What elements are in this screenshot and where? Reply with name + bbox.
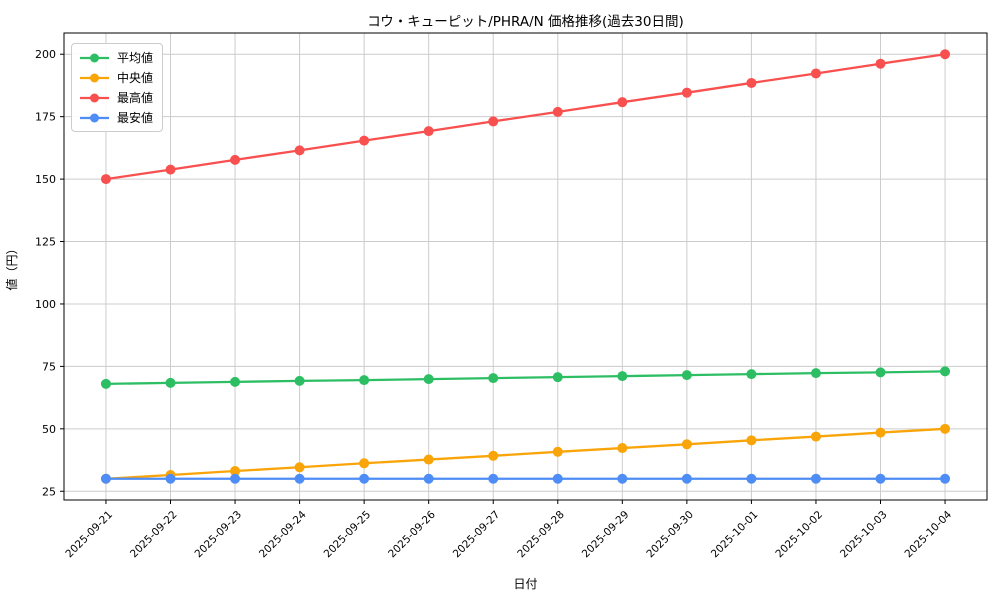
data-point-lowest (940, 473, 951, 484)
data-point-highest (552, 106, 563, 117)
data-point-highest (617, 97, 628, 108)
legend-label-average: 平均値 (117, 51, 154, 65)
x-axis-label: 日付 (513, 577, 537, 591)
data-point-average (617, 371, 628, 382)
data-point-lowest (875, 473, 886, 484)
y-axis-label: 値（円） (4, 242, 19, 290)
x-tick-label: 2025-09-24 (257, 508, 309, 560)
y-tick-label: 50 (42, 423, 56, 436)
x-tick-label: 2025-09-25 (322, 509, 374, 561)
data-point-average (940, 366, 951, 377)
data-point-median (940, 423, 951, 434)
x-tick-label: 2025-09-30 (644, 509, 696, 561)
data-point-median (681, 439, 692, 450)
data-point-highest (875, 58, 886, 69)
data-point-average (294, 375, 305, 386)
data-point-median (617, 443, 628, 454)
data-point-lowest (746, 473, 757, 484)
x-tick-label: 2025-09-26 (386, 508, 438, 560)
data-point-lowest (359, 473, 370, 484)
legend-marker-median (80, 73, 109, 82)
data-point-average (100, 378, 111, 389)
y-tick-label: 200 (35, 48, 56, 61)
y-tick-label: 125 (35, 236, 56, 249)
data-point-lowest (165, 473, 176, 484)
data-point-highest (100, 174, 111, 185)
x-tick-label: 2025-09-22 (128, 509, 180, 561)
x-tick-label: 2025-10-03 (838, 509, 890, 561)
x-tick-label: 2025-09-29 (580, 509, 632, 561)
data-point-average (681, 370, 692, 381)
y-tick-label: 100 (35, 298, 56, 311)
data-point-highest (940, 49, 951, 60)
data-point-lowest (423, 473, 434, 484)
x-tick-label: 2025-09-27 (451, 509, 503, 561)
data-point-lowest (681, 473, 692, 484)
data-point-median (230, 466, 241, 477)
data-point-average (165, 377, 176, 388)
data-point-highest (359, 135, 370, 146)
series-line-median (104, 427, 947, 480)
data-point-highest (810, 68, 821, 79)
data-point-average (552, 372, 563, 383)
data-point-median (488, 450, 499, 461)
data-point-average (359, 375, 370, 386)
legend-item-lowest: 最安値 (79, 109, 153, 126)
x-tick-label: 2025-09-23 (193, 509, 245, 561)
data-point-lowest (552, 473, 563, 484)
data-point-median (423, 454, 434, 465)
series-line-highest (104, 53, 947, 181)
data-point-median (810, 431, 821, 442)
legend-marker-average (80, 53, 109, 62)
legend-item-highest: 最高値 (79, 89, 153, 106)
data-point-highest (230, 154, 241, 165)
data-point-median (875, 427, 886, 438)
y-tick-label: 150 (35, 173, 56, 186)
data-point-average (875, 367, 886, 378)
legend-label-lowest: 最安値 (117, 111, 154, 125)
legend-label-highest: 最高値 (117, 91, 154, 105)
legend-item-average: 平均値 (79, 49, 153, 66)
data-point-average (230, 376, 241, 387)
data-point-average (746, 369, 757, 380)
x-tick-label: 2025-09-21 (63, 509, 115, 561)
data-point-average (423, 374, 434, 385)
y-tick-label: 25 (42, 485, 56, 498)
legend-label-median: 中央値 (117, 71, 154, 85)
y-tick-label: 175 (35, 111, 56, 124)
data-point-median (294, 462, 305, 473)
data-point-lowest (810, 473, 821, 484)
data-point-lowest (617, 473, 628, 484)
data-point-lowest (100, 473, 111, 484)
data-point-median (552, 446, 563, 457)
data-point-median (746, 435, 757, 446)
data-point-highest (294, 145, 305, 156)
x-tick-label: 2025-09-28 (515, 509, 567, 561)
data-point-lowest (230, 473, 241, 484)
plot-border (63, 32, 988, 501)
data-point-highest (423, 126, 434, 137)
data-point-lowest (294, 473, 305, 484)
x-tick-label: 2025-10-01 (709, 509, 761, 561)
data-point-highest (488, 116, 499, 127)
data-point-highest (746, 77, 757, 88)
legend-marker-lowest (80, 113, 109, 122)
data-point-lowest (488, 473, 499, 484)
data-point-average (488, 373, 499, 384)
series-line-average (104, 370, 947, 386)
x-tick-label: 2025-10-04 (903, 508, 955, 560)
legend-marker-highest (80, 93, 109, 102)
chart-title: コウ・キューピット/PHRA/N 価格推移(過去30日間) (367, 14, 684, 30)
data-point-median (359, 458, 370, 469)
y-tick-label: 75 (42, 360, 56, 373)
legend: 平均値 中央値 最高値 最安値 (71, 43, 164, 132)
x-tick-label: 2025-10-02 (773, 509, 825, 561)
data-point-highest (681, 87, 692, 98)
data-point-average (810, 368, 821, 379)
data-point-highest (165, 164, 176, 175)
legend-item-median: 中央値 (79, 69, 153, 86)
